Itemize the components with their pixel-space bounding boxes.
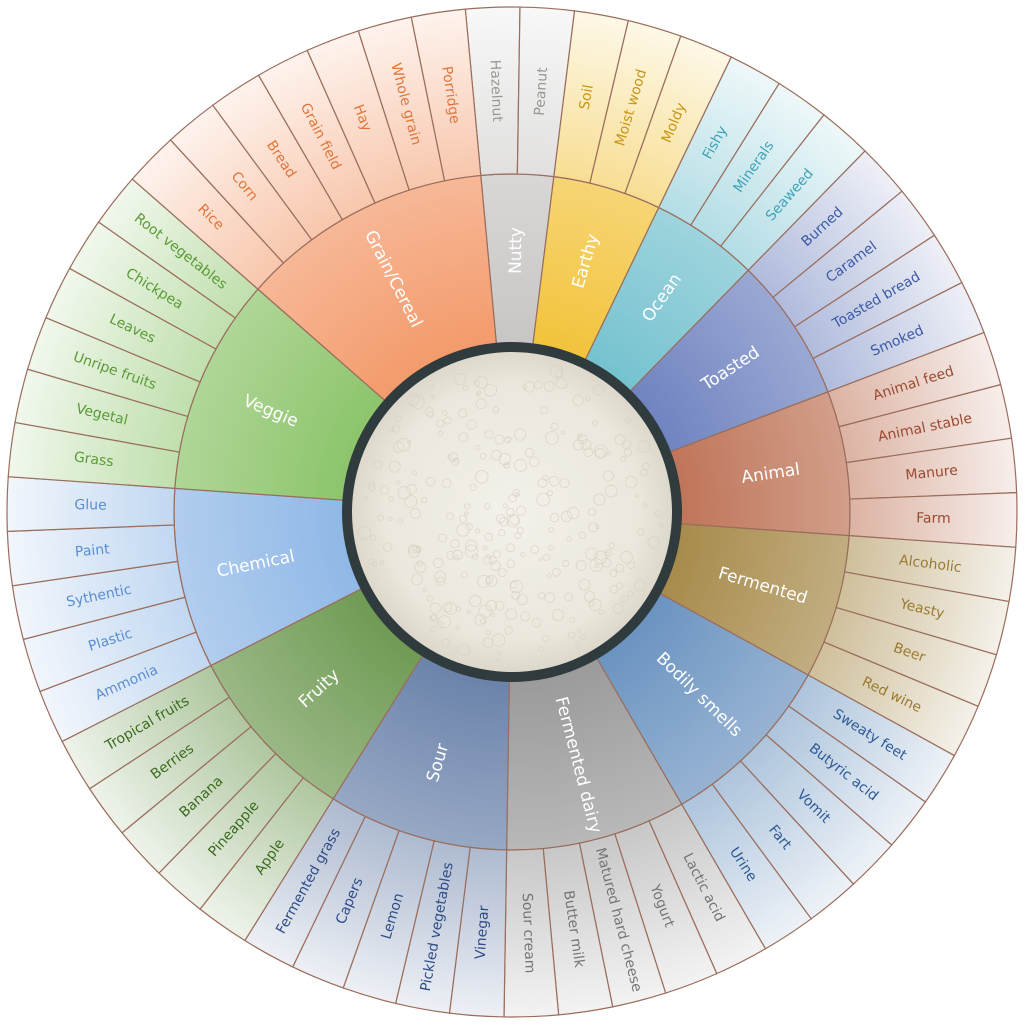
- item-label-hazelnut: Hazelnut: [487, 59, 505, 122]
- item-label-soil: Soil: [577, 83, 597, 111]
- item-label-paint: Paint: [74, 541, 110, 560]
- item-label-glue: Glue: [74, 497, 106, 514]
- item-label-grass: Grass: [73, 449, 114, 470]
- item-label-sour-cream: Sour cream: [519, 893, 538, 974]
- item-label-peanut: Peanut: [532, 66, 551, 116]
- item-label-farm: Farm: [916, 510, 951, 527]
- center-glass: [342, 342, 682, 682]
- item-label-manure: Manure: [905, 463, 959, 484]
- item-sector-porridge: [410, 8, 482, 182]
- foam-surface: [352, 352, 672, 672]
- item-label-vinegar: Vinegar: [473, 905, 493, 960]
- item-label-alcoholic: Alcoholic: [898, 552, 962, 576]
- category-label-nutty: Nutty: [506, 227, 527, 274]
